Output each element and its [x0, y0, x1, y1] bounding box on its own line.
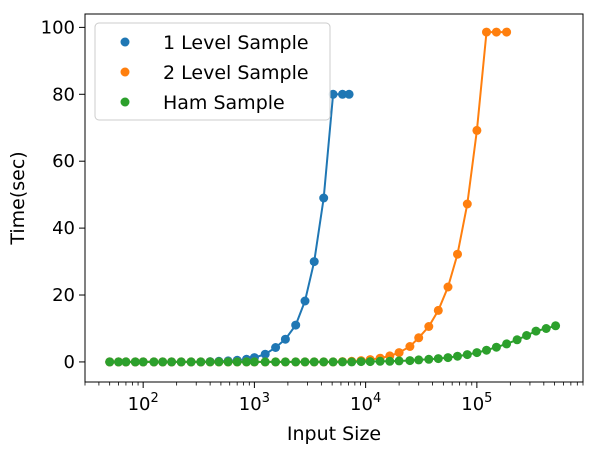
data-point — [280, 357, 290, 367]
plot-frame — [84, 13, 584, 383]
data-point — [385, 356, 395, 366]
data-point — [491, 27, 501, 37]
data-point — [214, 357, 224, 367]
data-point — [271, 343, 281, 352]
data-point — [300, 296, 310, 306]
data-point — [347, 357, 357, 367]
data-point — [491, 342, 501, 352]
x-tick-label: 102 — [128, 391, 159, 415]
data-point — [114, 357, 123, 367]
y-tick-label: 20 — [52, 285, 75, 306]
y-axis-label: Time(sec) — [7, 151, 29, 245]
data-point — [433, 354, 443, 364]
data-point — [260, 357, 270, 367]
x-axis-label: Input Size — [287, 423, 381, 445]
data-point — [291, 320, 301, 330]
data-point — [249, 357, 259, 367]
data-point — [338, 89, 347, 99]
y-tick-label: 100 — [41, 17, 75, 38]
legend-marker — [120, 37, 130, 47]
data-point — [405, 342, 415, 351]
data-point — [502, 27, 512, 37]
data-point — [280, 334, 290, 344]
data-point — [502, 339, 512, 349]
data-point — [365, 357, 375, 367]
legend-marker — [120, 67, 130, 77]
data-point — [551, 321, 561, 331]
data-point — [130, 357, 140, 367]
data-point — [309, 257, 319, 267]
data-point — [414, 333, 424, 343]
legend-label: Ham Sample — [163, 92, 285, 114]
data-point — [205, 357, 215, 367]
y-tick-label: 0 — [64, 352, 75, 373]
data-point — [424, 322, 434, 331]
data-point — [482, 27, 491, 37]
x-tick-label: 105 — [461, 391, 492, 415]
data-point — [300, 357, 310, 367]
data-point — [167, 357, 177, 367]
data-point — [232, 357, 242, 367]
data-point — [462, 350, 472, 360]
data-point — [356, 357, 366, 367]
y-tick-label: 60 — [52, 151, 75, 172]
data-point — [319, 193, 329, 203]
legend: 1 Level Sample 2 Level Sample Ham Sample — [94, 22, 331, 121]
series-layer — [105, 27, 561, 367]
data-point — [271, 357, 281, 367]
data-point — [149, 357, 159, 367]
data-point — [541, 324, 551, 333]
legend-box — [94, 22, 331, 121]
x-tick-label: 104 — [350, 391, 381, 415]
data-point — [443, 282, 453, 292]
legend-item: 2 Level Sample — [120, 62, 309, 84]
data-point — [186, 357, 196, 367]
data-point — [394, 356, 404, 366]
legend-label: 1 Level Sample — [163, 32, 309, 54]
data-point — [260, 349, 270, 359]
x-tick-label: 103 — [239, 391, 270, 415]
data-point — [196, 357, 206, 367]
data-point — [158, 357, 168, 367]
data-point — [453, 249, 462, 259]
data-point — [328, 89, 338, 99]
data-point — [394, 348, 404, 358]
data-point — [522, 331, 532, 340]
data-point — [482, 345, 491, 355]
series-3 — [105, 321, 561, 367]
data-point — [472, 348, 482, 358]
data-point — [405, 356, 415, 366]
data-point — [105, 357, 115, 367]
legend-item: Ham Sample — [120, 92, 285, 114]
data-point — [472, 125, 482, 135]
data-point — [462, 199, 472, 209]
data-point — [309, 357, 319, 367]
data-point — [291, 357, 301, 367]
data-point — [424, 354, 434, 364]
legend-item: 1 Level Sample — [120, 32, 309, 54]
data-point — [338, 357, 347, 367]
data-point — [138, 357, 148, 367]
y-tick-label: 40 — [52, 218, 75, 239]
data-point — [328, 357, 338, 367]
legend-label: 2 Level Sample — [163, 62, 309, 84]
y-axis: 0 20 40 60 80 100 — [41, 17, 85, 373]
data-point — [344, 89, 354, 99]
legend-marker — [120, 97, 130, 107]
data-point — [453, 351, 462, 361]
data-point — [176, 357, 186, 367]
data-point — [443, 353, 453, 363]
data-point — [121, 357, 131, 367]
data-point — [375, 356, 385, 366]
data-point — [414, 355, 424, 365]
y-tick-label: 80 — [52, 84, 75, 105]
data-point — [223, 357, 233, 367]
x-axis: 102 103 104 105 — [84, 382, 584, 415]
data-point — [242, 357, 251, 367]
data-point — [531, 326, 541, 336]
data-point — [319, 357, 329, 367]
data-point — [512, 335, 522, 345]
data-point — [433, 305, 443, 315]
